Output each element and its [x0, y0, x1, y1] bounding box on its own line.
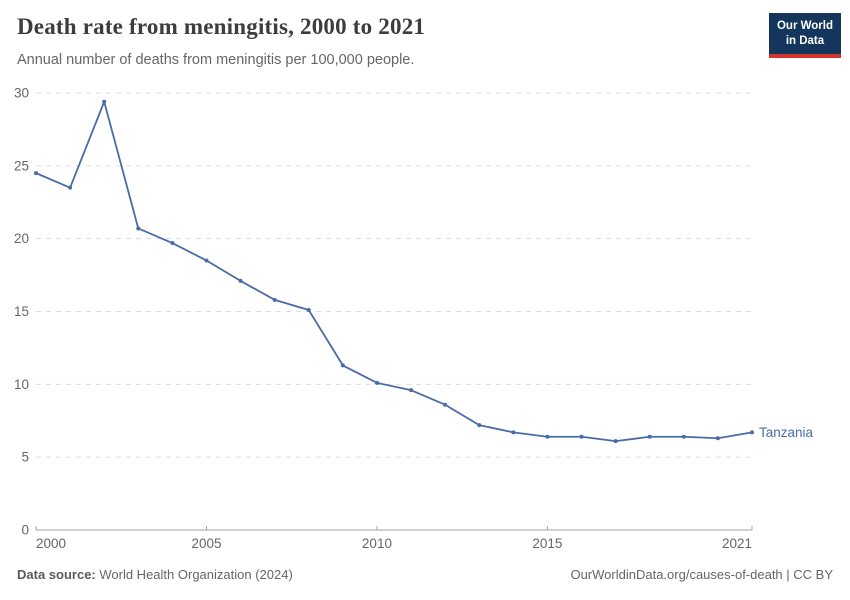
data-point-tanzania-2001[interactable] [68, 185, 73, 190]
owid-logo-line1: Our World [776, 20, 833, 32]
data-point-tanzania-2003[interactable] [136, 226, 141, 231]
line-chart[interactable]: 0 5 10 15 20 25 30 2000 2005 2010 2015 2021 Tanzania [0, 85, 850, 565]
data-point-tanzania-2019[interactable] [681, 434, 686, 439]
x-tick-label-2015: 2015 [532, 536, 562, 551]
series-label-tanzania[interactable]: Tanzania [759, 425, 814, 440]
x-tick-label-2021: 2021 [722, 536, 752, 551]
attribution-link[interactable]: OurWorldinData.org/causes-of-death | CC … [570, 567, 833, 582]
data-source-value: World Health Organization (2024) [95, 567, 293, 582]
data-point-tanzania-2009[interactable] [340, 363, 345, 368]
data-point-tanzania-2015[interactable] [545, 434, 550, 439]
data-point-tanzania-2010[interactable] [374, 380, 379, 385]
data-point-tanzania-2011[interactable] [409, 388, 414, 393]
data-source-label: Data source: [17, 567, 96, 582]
y-tick-label-25: 25 [14, 158, 29, 173]
series-line-tanzania[interactable] [35, 100, 753, 443]
owid-logo-line2: in Data [785, 34, 825, 47]
chart-footer: Data source: World Health Organization (… [17, 567, 833, 582]
data-point-tanzania-2002[interactable] [102, 99, 107, 104]
data-point-tanzania-2014[interactable] [511, 430, 516, 435]
y-tick-label-10: 10 [14, 377, 29, 392]
data-point-tanzania-2013[interactable] [477, 423, 482, 428]
data-point-tanzania-2021[interactable] [750, 430, 754, 435]
data-point-tanzania-2000[interactable] [34, 171, 38, 176]
data-point-tanzania-2017[interactable] [613, 439, 618, 444]
x-tick-label-2010: 2010 [362, 536, 392, 551]
x-tick-label-2000: 2000 [36, 536, 66, 551]
data-point-tanzania-2020[interactable] [715, 436, 720, 441]
chart-subtitle: Annual number of deaths from meningitis … [17, 52, 415, 68]
data-point-tanzania-2016[interactable] [579, 434, 584, 439]
y-tick-label-30: 30 [14, 86, 29, 101]
x-tick-label-2005: 2005 [191, 536, 221, 551]
data-point-tanzania-2004[interactable] [170, 241, 175, 246]
y-tick-label-15: 15 [14, 304, 29, 319]
data-point-tanzania-2007[interactable] [272, 297, 277, 302]
y-tick-label-5: 5 [21, 450, 29, 465]
owid-logo[interactable]: Our World in Data [768, 13, 841, 58]
data-point-tanzania-2005[interactable] [204, 258, 209, 263]
y-tick-label-20: 20 [14, 231, 29, 246]
data-point-tanzania-2018[interactable] [647, 434, 652, 439]
chart-title: Death rate from meningitis, 2000 to 2021 [17, 14, 426, 39]
y-tick-label-0: 0 [21, 523, 29, 538]
data-point-tanzania-2006[interactable] [238, 278, 243, 283]
data-point-tanzania-2008[interactable] [306, 308, 311, 313]
data-point-tanzania-2012[interactable] [443, 402, 448, 407]
data-source-note: Data source: World Health Organization (… [17, 567, 293, 582]
